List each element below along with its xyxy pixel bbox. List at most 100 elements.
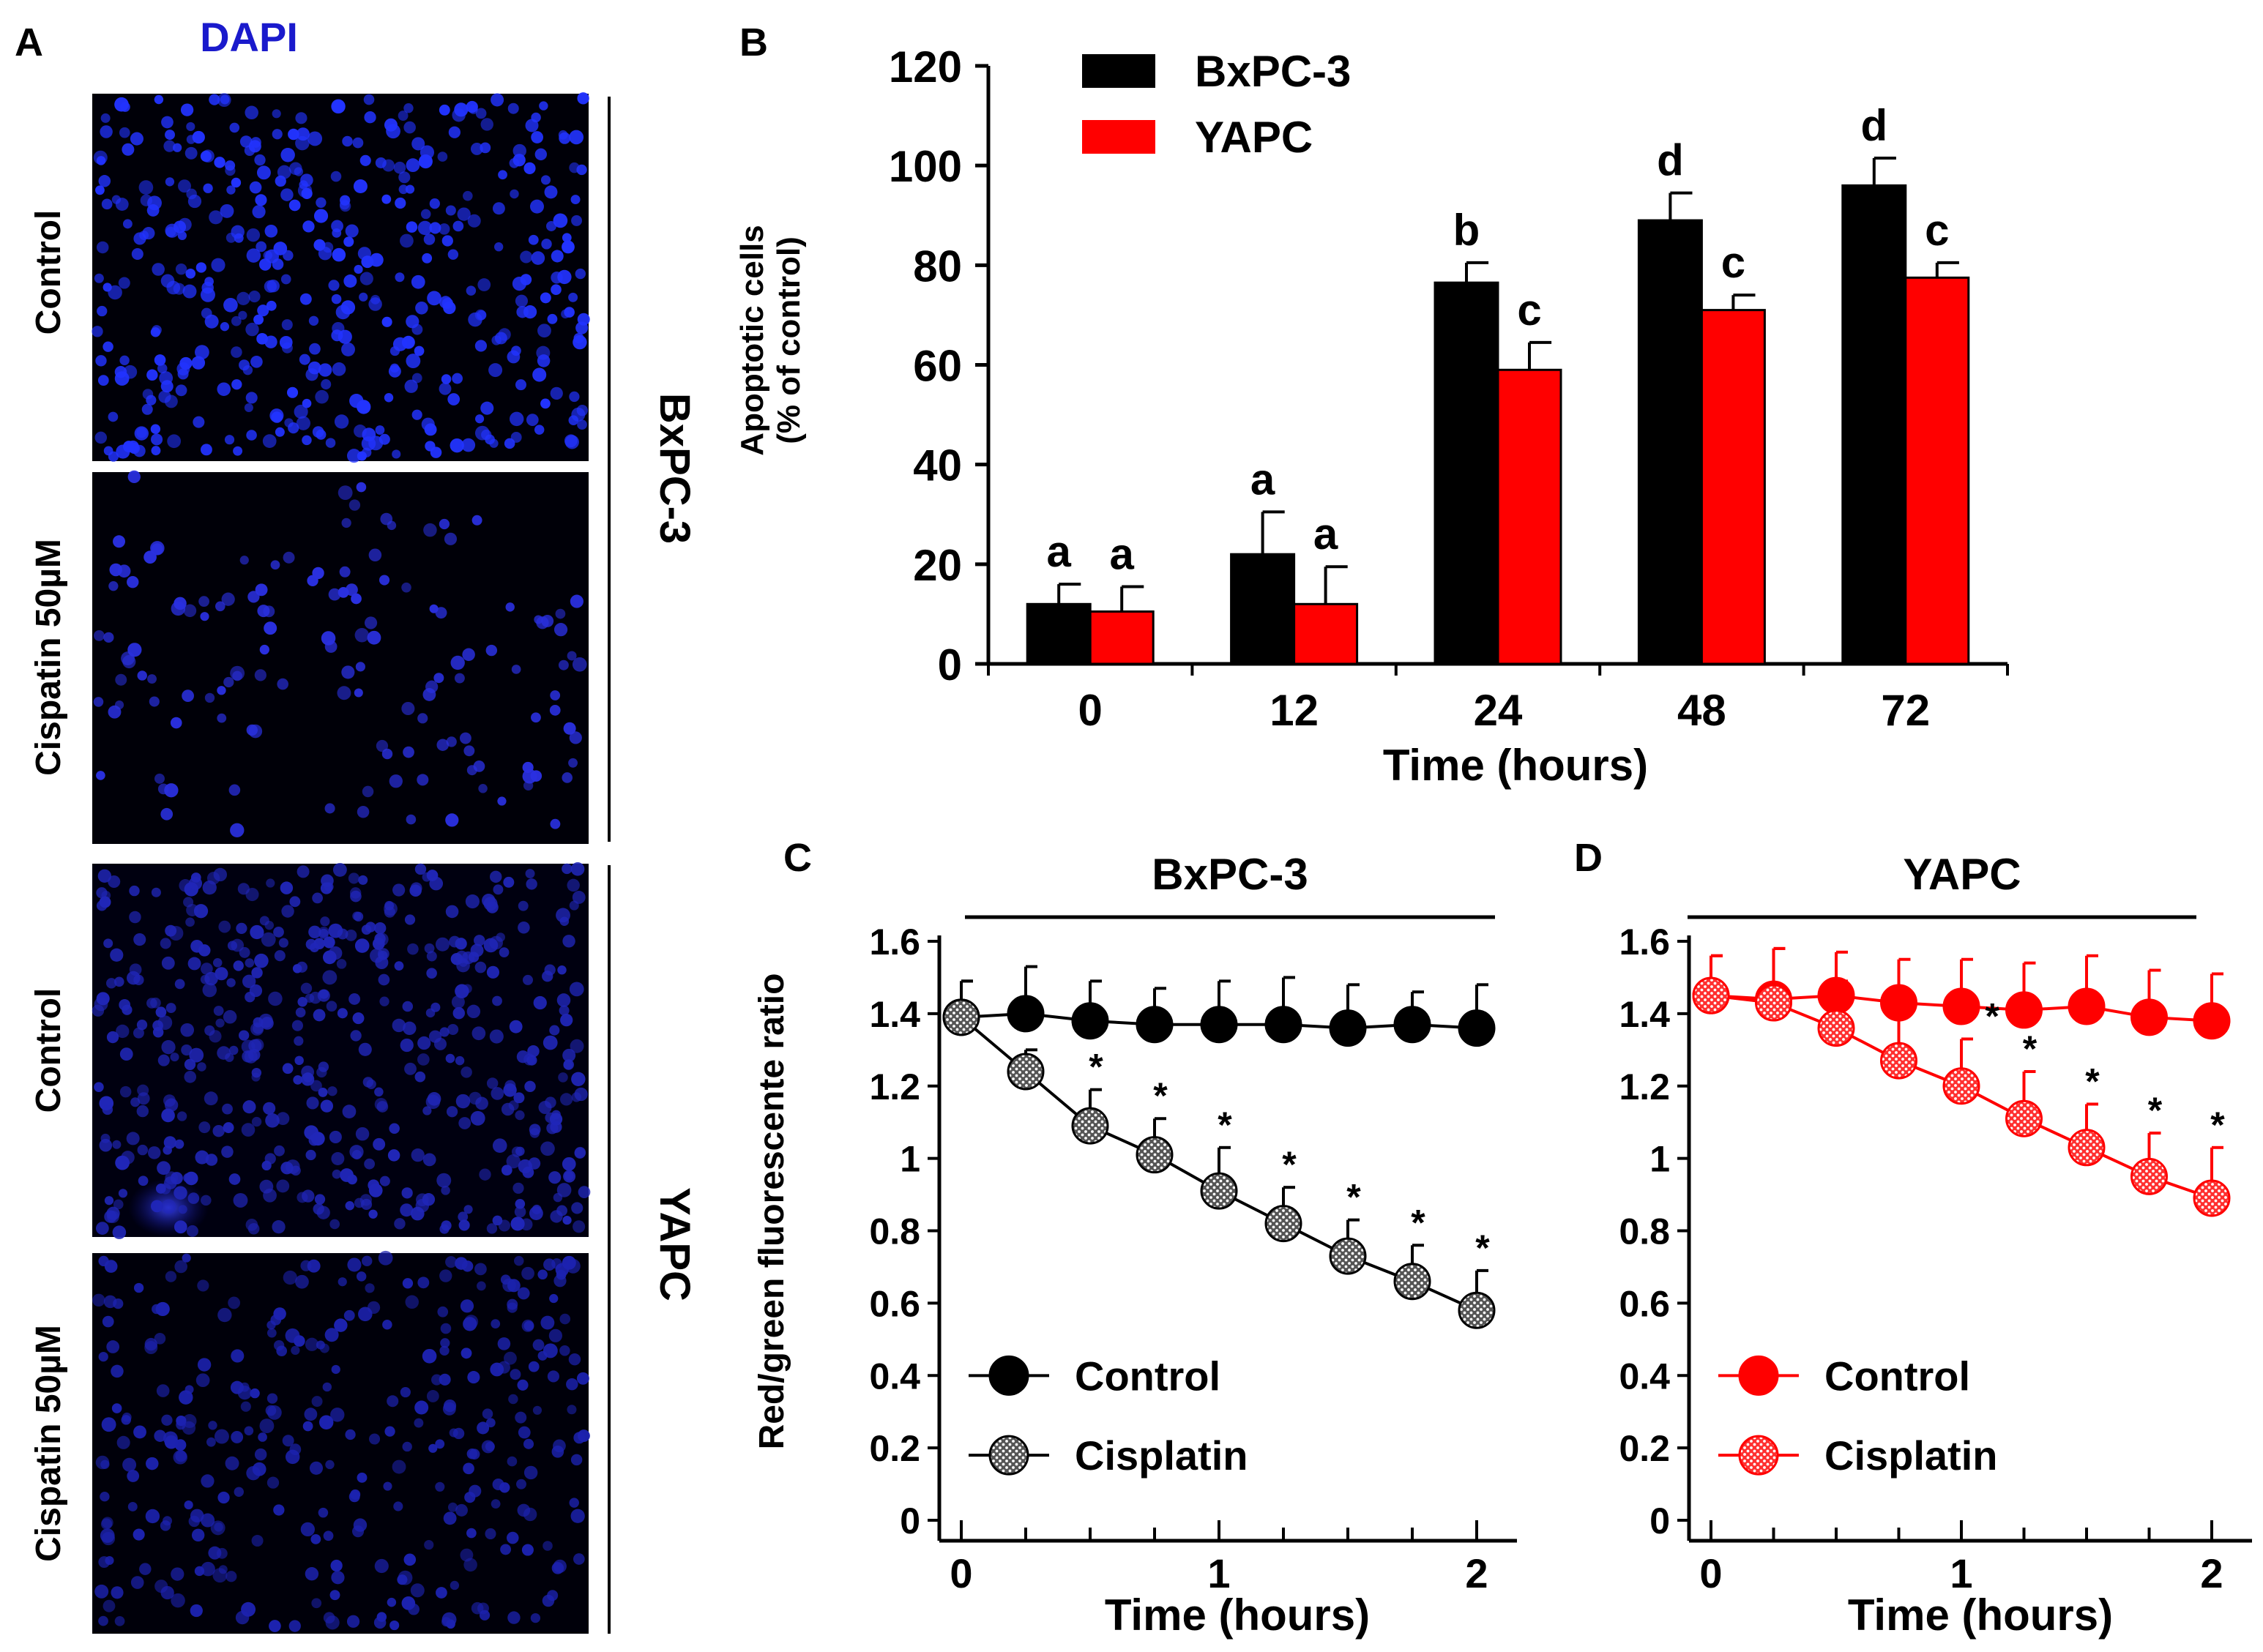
nucleus [142,227,155,240]
nucleus [231,346,242,358]
nucleus [106,1206,120,1220]
nucleus [264,1153,276,1165]
legend-marker-cisplatin [988,1435,1029,1476]
nucleus [531,251,545,265]
nucleus [466,100,478,113]
bar-bxpc-3 [1841,184,1907,665]
nucleus [146,369,158,381]
nucleus [427,291,441,306]
nucleus [356,1271,367,1282]
panel-d-label: D [1574,836,1603,880]
nucleus [358,1307,373,1322]
significance-star: * [1411,1202,1425,1243]
nucleus [210,1520,225,1536]
nucleus [149,696,160,707]
nucleus [389,1620,400,1631]
nucleus [376,1612,387,1622]
nucleus [477,1281,486,1291]
significance-star: * [2148,1090,2163,1131]
nucleus [215,967,228,981]
nucleus [324,803,335,814]
nucleus [349,1145,364,1159]
nucleus [288,1620,301,1632]
nucleus [346,1615,360,1628]
nucleus [164,1098,179,1112]
nucleus [422,1348,437,1364]
nucleus [127,1501,138,1511]
nucleus [294,404,308,419]
nucleus [231,1431,244,1443]
y-tick-label: 20 [913,541,962,590]
nucleus [347,1257,362,1272]
nucleus [138,180,154,195]
nucleus [576,1372,589,1385]
significance-star: * [2210,1105,2225,1145]
significance-star: * [1985,995,1999,1036]
nucleus [271,411,283,423]
nucleus [489,1029,504,1044]
nucleus [217,382,231,397]
nucleus [400,1386,411,1398]
nucleus [463,984,472,994]
nucleus [276,1345,288,1357]
nucleus [259,1179,274,1194]
y-tick-label: 0.4 [1619,1356,1670,1397]
nucleus [165,130,175,141]
nucleus [510,189,519,199]
data-point-control [1329,1009,1367,1047]
nucleus [563,1060,573,1070]
nucleus [441,235,453,247]
nucleus [569,130,584,145]
nucleus [398,184,409,195]
nucleus [510,432,522,443]
nucleus [374,1558,389,1574]
nucleus [417,1277,430,1289]
panel-a: A DAPI Control Cispatin 50µM Control Cis… [15,14,698,1634]
nucleus [455,1257,468,1270]
nucleus [441,1617,452,1627]
nucleus [486,901,499,913]
nucleus [217,1307,232,1323]
nucleus [299,180,308,190]
nucleus [206,1437,216,1447]
nucleus [489,870,502,883]
nucleus [474,935,485,946]
nucleus [522,974,533,985]
nucleus [95,185,105,195]
nucleus [292,964,302,973]
nucleus [266,1405,282,1420]
nucleus [178,1205,187,1214]
data-point-cisplatin [1329,1237,1367,1275]
nucleus [312,892,323,904]
nucleus [528,234,539,245]
nucleus [96,241,109,254]
nucleus [527,1044,540,1058]
nucleus [251,1067,262,1078]
panel-c-label: C [783,836,812,880]
nucleus [309,343,321,355]
nucleus [294,1055,304,1066]
nucleus [553,1439,566,1453]
nucleus [379,1176,390,1186]
nucleus [435,1481,445,1492]
nucleus [246,228,261,242]
nucleus [374,922,387,935]
nucleus [474,1263,487,1276]
nucleus [573,1220,586,1233]
nucleus [310,1132,325,1146]
nucleus [277,678,288,690]
nucleus [127,470,141,484]
nucleus [114,97,129,112]
nucleus [405,1295,419,1309]
nucleus [282,1435,294,1447]
nucleus [213,1006,224,1016]
nucleus [161,1199,176,1214]
nucleus [423,233,436,245]
nucleus [318,363,332,377]
nucleus [276,1112,290,1126]
nucleus [98,1615,108,1626]
nucleus [152,263,165,276]
nucleus [312,426,324,438]
nucleus [345,583,358,597]
nucleus [482,1408,493,1419]
